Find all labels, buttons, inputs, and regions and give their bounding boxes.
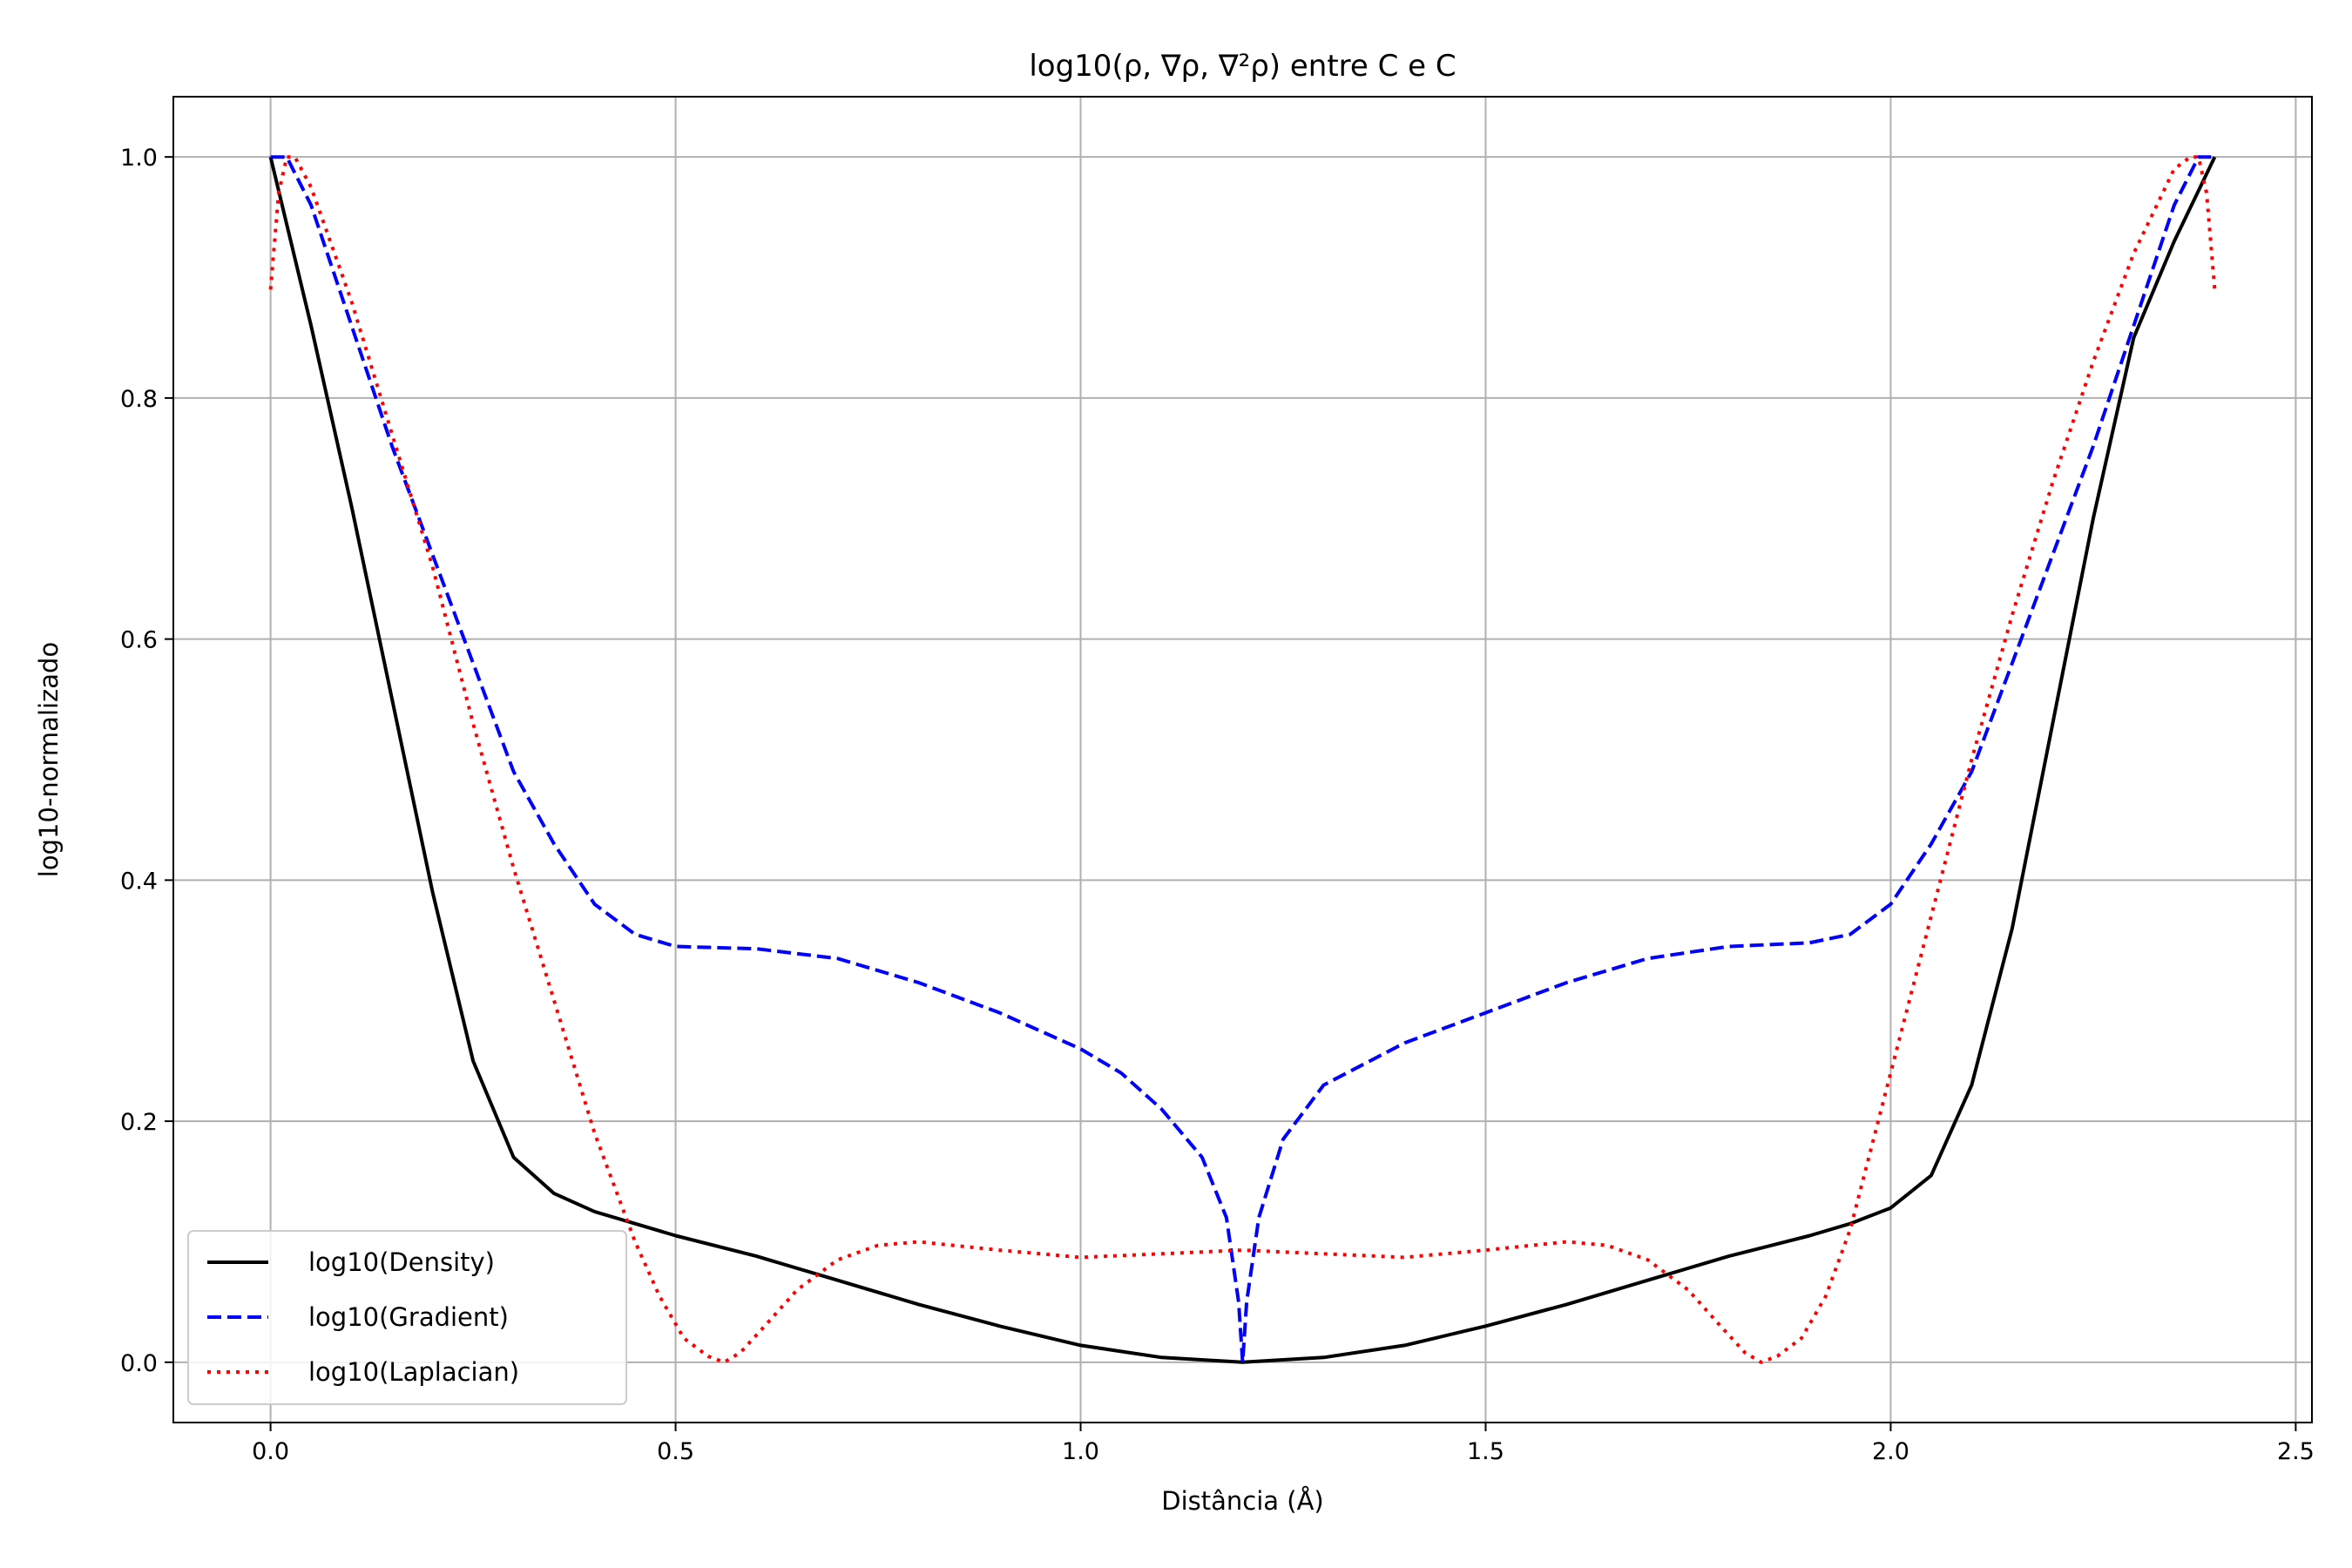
series-line [270,155,2215,1364]
y-tick-label: 0.4 [120,868,158,895]
legend: log10(Density) log10(Gradient) log10(Lapla… [187,1230,627,1405]
x-tick-label: 0.0 [252,1438,289,1465]
x-tick-label: 1.5 [1467,1438,1504,1465]
y-axis-title: log10-normalizado [34,642,64,877]
legend-box [187,1230,627,1405]
series-line [268,156,2217,1364]
y-tick-label: 0.2 [120,1109,158,1136]
x-axis-title: Distância (Å) [1161,1486,1323,1516]
legend-label: log10(Laplacian) [308,1357,519,1387]
axis-ticks: 0.0 0.5 1.0 1.5 2.0 2.5 0.0 0.2 0.4 0.6 0.8 1.0 [120,145,2315,1465]
chart-title: log10(ρ, ∇ρ, ∇²ρ) entre C e C [1029,49,1456,84]
y-tick-label: 0.6 [120,627,158,654]
grid-lines [173,97,2312,1423]
y-tick-label: 0.0 [120,1350,158,1377]
y-tick-label: 0.8 [120,386,158,413]
plot-frame [172,96,2313,1423]
series-lines [268,155,2217,1364]
y-tick-label: 1.0 [120,145,158,172]
legend-label: log10(Gradient) [308,1302,509,1332]
x-tick-label: 2.5 [2277,1438,2315,1465]
x-tick-label: 1.0 [1062,1438,1099,1465]
series-line [268,155,2217,1364]
legend-label: log10(Density) [308,1247,495,1277]
x-tick-label: 0.5 [657,1438,694,1465]
x-tick-label: 2.0 [1872,1438,1909,1465]
